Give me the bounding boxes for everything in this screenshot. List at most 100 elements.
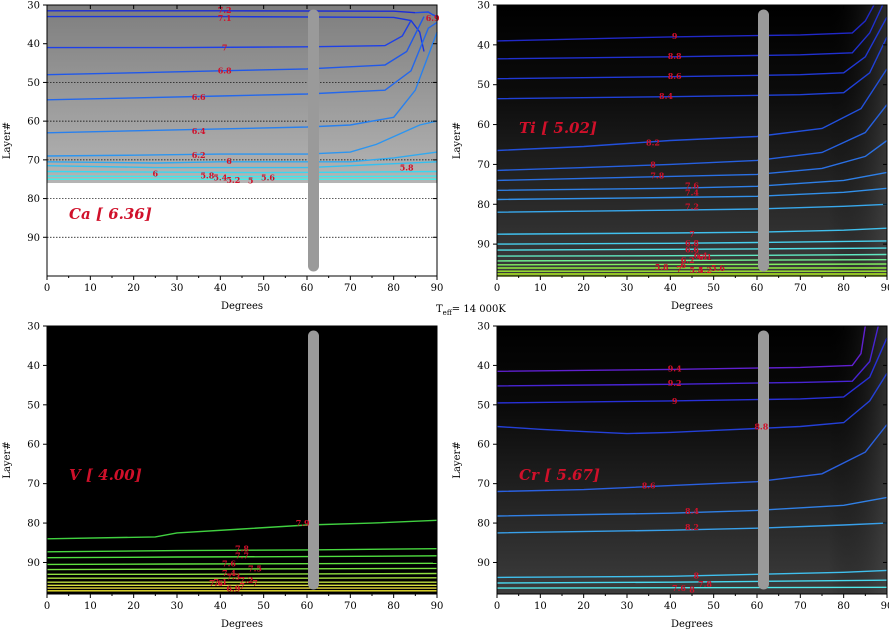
contour-label: 8 [650, 159, 656, 169]
teff-label: Teff= 14 000K [436, 304, 506, 317]
contour-label-extra: 6 [153, 168, 159, 178]
y-axis-title: Layer# [2, 122, 13, 159]
x-tick-label: 20 [577, 283, 590, 294]
teff-label-value: = 14 000K [452, 304, 507, 315]
x-tick-label: 60 [301, 601, 314, 612]
x-tick-label: 50 [257, 601, 270, 612]
x-tick-label: 10 [84, 601, 97, 612]
x-tick-label: 10 [534, 601, 547, 612]
y-tick-label: 90 [27, 233, 40, 244]
contour-label: 8.2 [685, 522, 699, 532]
y-axis-title: Layer# [452, 441, 463, 478]
contour-line-7.9 [46, 519, 438, 540]
contour-line-8.4 [496, 36, 888, 100]
x-tick-label: 20 [127, 283, 140, 294]
y-tick-label: 50 [477, 400, 490, 411]
contour-line-8.2 [496, 68, 888, 152]
contour-label: 8.4 [685, 506, 699, 516]
contour-label: 8.6 [642, 481, 656, 491]
element-label: V [ 4.00] [69, 466, 142, 484]
contour-label: 7.8 [235, 544, 249, 554]
contour-label: 6 [681, 260, 687, 270]
masked-region [47, 183, 437, 276]
contour-line-7.2 [496, 203, 888, 213]
y-tick-label: 50 [477, 80, 490, 91]
contour-line-7 [47, 20, 412, 49]
contour-line-9.2 [496, 325, 879, 387]
contour-line-6.2 [496, 259, 888, 262]
contour-label-extra: 6.1 [698, 252, 712, 262]
contour-label: 8.8 [668, 51, 682, 61]
chart-panel-top-left: 7.27.1 6.9 7 6.8 6.6 6.4 6.2 6 5.8 5.6 5.4 5.2 6 5.8 5… [2, 1, 443, 313]
contour-line-8.6 [496, 16, 888, 80]
x-tick-label: 70 [344, 283, 357, 294]
y-tick-label: 90 [27, 558, 40, 569]
x-axis-title: Degrees [671, 619, 713, 630]
y-tick-label: 70 [477, 160, 490, 171]
element-label: Ti [ 5.02] [519, 119, 597, 137]
contour-label: 6.4 [192, 126, 206, 136]
contour-line-9 [496, 4, 875, 42]
contour-line-6 [46, 151, 438, 164]
contour-label: 7.2 [239, 575, 253, 585]
x-tick-label: 0 [44, 601, 50, 612]
contour-line-7.2 [47, 10, 416, 14]
contour-line-7.8 [46, 548, 438, 553]
y-tick-label: 70 [27, 479, 40, 490]
contour-label: 5.8 [655, 262, 669, 272]
contour-line-7.4 [47, 572, 438, 575]
contour-label: 6.9 [426, 13, 440, 23]
contour-label: 6.2 [681, 255, 695, 265]
x-tick-label: 90 [881, 283, 889, 294]
element-label: Ca [ 6.36] [69, 205, 152, 223]
x-tick-label: 30 [171, 601, 184, 612]
x-axis-title: Degrees [221, 301, 263, 312]
contour-label: 7.6 [685, 181, 699, 191]
contour-label: 7.4 [222, 568, 236, 578]
x-tick-label: 90 [431, 601, 444, 612]
contour-label: 5.4 [213, 172, 227, 182]
contour-line-7.8 [496, 579, 888, 584]
contour-label: 9.2 [668, 378, 682, 388]
contour-line-7 [496, 227, 888, 235]
y-tick-label: 40 [477, 40, 490, 51]
x-tick-label: 30 [621, 283, 634, 294]
contour-line-7.5 [46, 567, 438, 571]
chart-panel-bottom-right: 9.49.298.88.68.48.287.87.6 8Cr [ 5.67]0 10… [452, 322, 889, 631]
contour-label: 7.7 [235, 550, 249, 560]
contour-label-extra: 7 [676, 264, 682, 274]
contour-label: 5.2 [226, 175, 240, 185]
x-tick-label: 40 [214, 601, 227, 612]
contour-label: 7.3 [226, 571, 240, 581]
x-tick-label: 50 [707, 601, 720, 612]
contour-label: 7.1 [218, 13, 232, 23]
y-tick-label: 60 [27, 117, 40, 128]
contour-label-extra: 5 [248, 175, 254, 185]
x-axis-title: Degrees [221, 619, 263, 630]
y-tick-label: 70 [27, 155, 40, 166]
contour-label: 8.2 [646, 137, 660, 147]
y-tick-label: 80 [477, 200, 490, 211]
contour-label: 7 [689, 229, 695, 239]
contour-label: 9 [672, 31, 678, 41]
contour-label: 5.6 [711, 263, 725, 273]
x-tick-label: 70 [794, 283, 807, 294]
contour-label: 6 [226, 156, 232, 166]
x-tick-label: 0 [494, 283, 500, 294]
contour-line-6.2 [46, 120, 438, 157]
contour-line-7.7 [46, 555, 438, 559]
contour-label: 8.6 [668, 71, 682, 81]
y-tick-label: 90 [477, 240, 490, 251]
x-tick-label: 80 [387, 283, 400, 294]
y-tick-label: 40 [27, 361, 40, 372]
x-tick-label: 40 [664, 601, 677, 612]
contour-label-extra: 5.8 [200, 170, 214, 180]
y-tick-label: 40 [477, 361, 490, 372]
y-tick-label: 30 [27, 322, 40, 333]
x-tick-label: 50 [707, 283, 720, 294]
y-tick-label: 90 [477, 558, 490, 569]
contour-label: 6.8 [685, 238, 699, 248]
x-tick-label: 70 [794, 601, 807, 612]
